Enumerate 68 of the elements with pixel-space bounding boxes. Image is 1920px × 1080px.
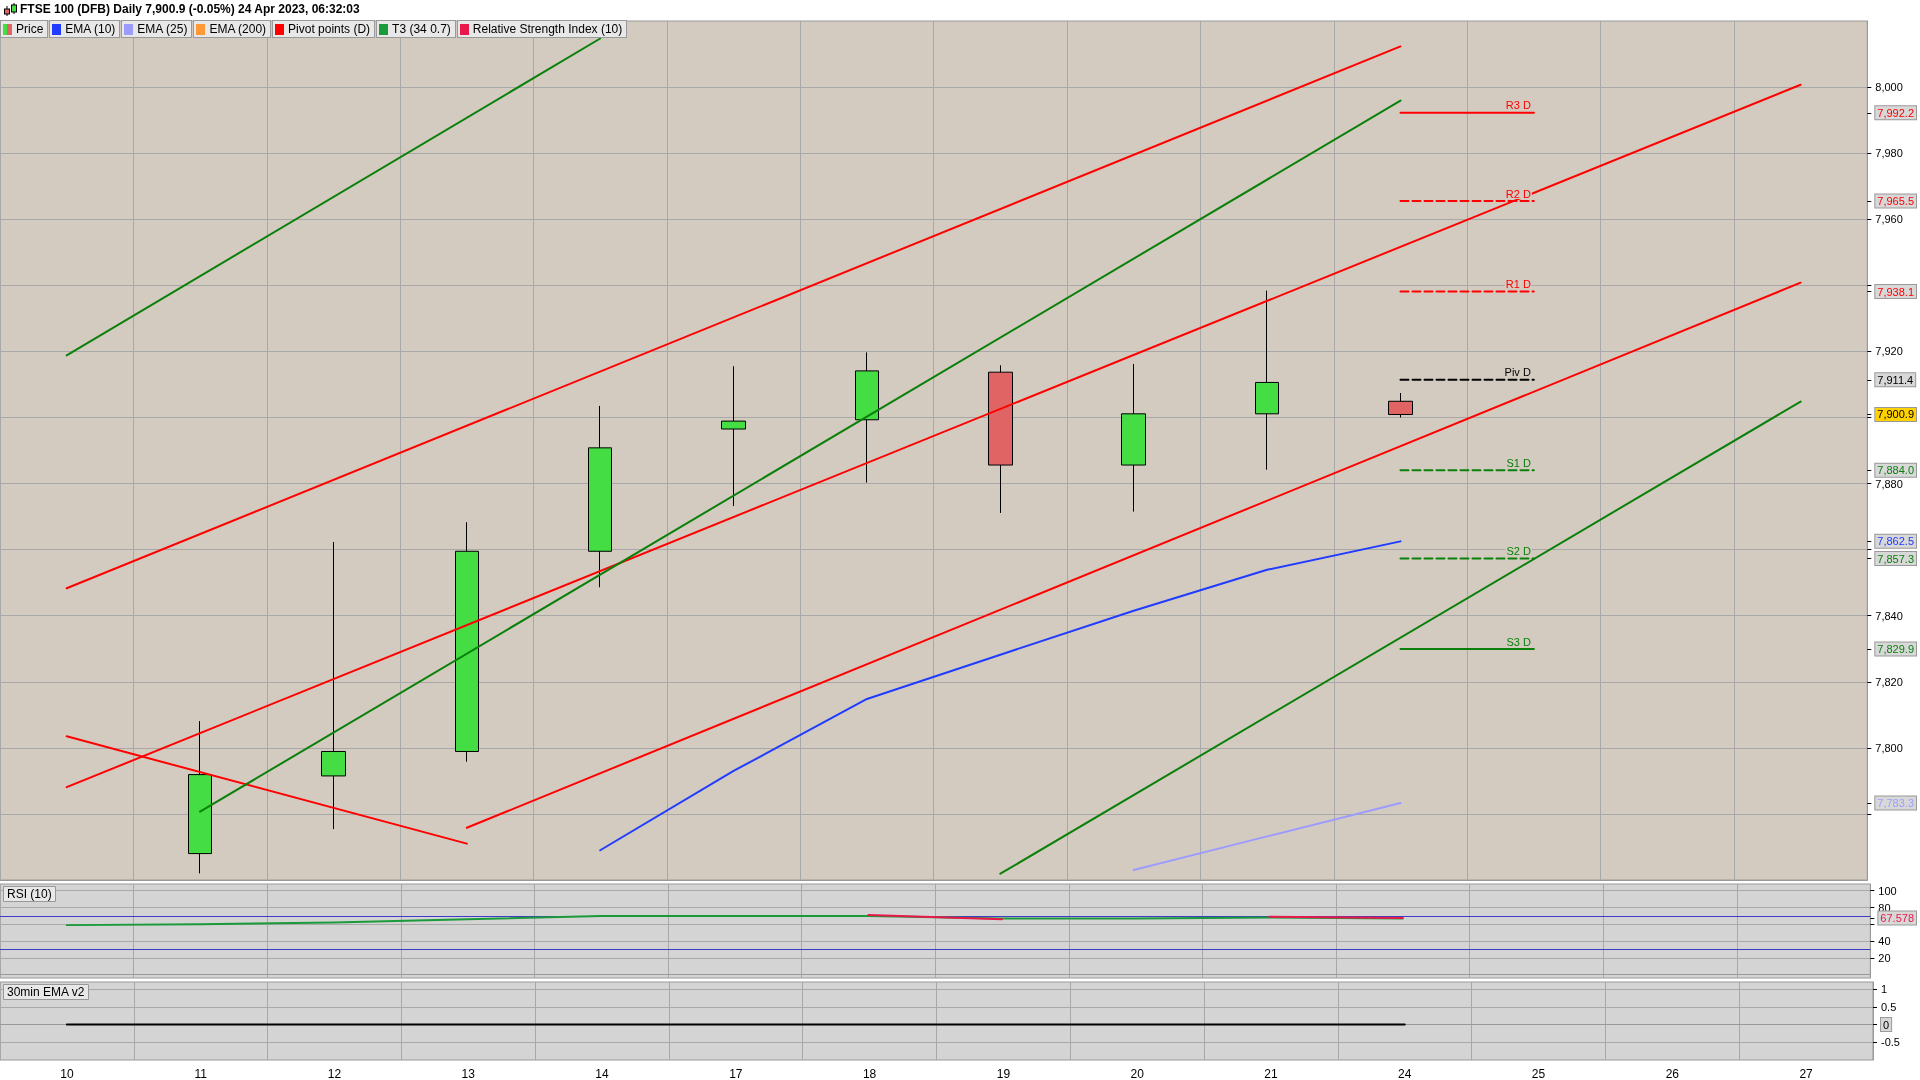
y-tick-label: 7,920 [1875,345,1903,358]
x-tick-label: 27 [1799,1067,1814,1080]
annotation: R2 D [1505,187,1531,200]
x-tick-label: 25 [1531,1067,1546,1080]
y-tick-label: 7,783.3 [1877,797,1914,810]
x-tick-label: 17 [729,1067,743,1080]
annotation: R1 D [1505,278,1531,291]
y-tick-label: 7,800 [1875,741,1903,754]
legend-label: EMA (25) [137,22,188,36]
legend-label: EMA (200) [209,22,267,36]
y-tick-label: 7,900.9 [1877,408,1914,421]
y-tick-label: 7,880 [1875,477,1903,490]
y-tick-label: 7,857.3 [1877,552,1914,565]
x-tick-label: 24 [1398,1067,1412,1080]
legend-label: EMA (10) [65,22,116,36]
x-tick-label: 18 [862,1067,877,1080]
x-tick-label: 20 [1130,1067,1145,1080]
candlestick [321,541,346,830]
annotation: R3 D [1505,99,1531,112]
line-series [599,540,1402,852]
y-tick-label: 7,820 [1875,675,1903,688]
y-tick-label: 100 [1878,884,1897,897]
x-tick-label: 10 [60,1067,74,1080]
legend-label: Relative Strength Index (10) [472,22,623,36]
annotation: Piv D [1504,366,1531,379]
chart-title: 30min EMA v2 [7,985,85,999]
candlestick [588,405,612,588]
legend-label: T3 (34 0.7) [392,22,451,36]
y-tick-label: 7,840 [1875,609,1903,622]
y-tick-label: 7,980 [1875,147,1903,160]
annotation: S1 D [1506,456,1531,469]
chart-title: RSI (10) [7,887,52,901]
y-tick-label: 0.5 [1881,1000,1897,1013]
chart-title: FTSE 100 (DFB) Daily 7,900.9 (-0.05%) 24 Apr 2023, 06:32:03 [20,2,361,16]
y-tick-label: 7,965.5 [1877,195,1914,208]
x-tick-label: 19 [996,1067,1011,1080]
y-tick-label: 7,829.9 [1877,643,1914,656]
y-tick-label: 67.578 [1880,911,1915,924]
x-tick-label: 12 [327,1067,342,1080]
annotation: S2 D [1506,545,1531,558]
y-tick-label: 7,938.1 [1877,285,1914,298]
candlestick [988,364,1013,514]
y-tick-label: 40 [1878,935,1891,948]
annotation: S3 D [1506,635,1531,648]
legend-label: Price [16,22,44,36]
candlestick [1255,290,1279,471]
candlestick [188,720,212,874]
y-tick-label: 7,862.5 [1877,535,1914,548]
candlestick [1388,392,1413,418]
y-tick-label: 7,992.2 [1877,106,1914,119]
y-tick-label: -0.5 [1881,1036,1900,1049]
y-tick-label: 0 [1883,1018,1890,1031]
y-tick-label: 7,884.0 [1877,464,1914,477]
legend-label: Pivot points (D) [288,22,371,36]
x-tick-label: 21 [1264,1067,1278,1080]
candlestick [855,351,879,484]
x-tick-label: 26 [1665,1067,1680,1080]
y-tick-label: 7,960 [1875,213,1903,226]
candlestick [1121,363,1146,513]
y-tick-label: 20 [1878,951,1891,964]
candlestick [721,365,746,507]
candlestick [455,521,479,763]
y-tick-label: 1 [1881,983,1888,996]
x-tick-label: 14 [595,1067,610,1080]
y-tick-label: 8,000 [1875,81,1903,94]
x-tick-label: 13 [461,1067,476,1080]
y-tick-label: 7,911.4 [1877,373,1914,386]
x-tick-label: 11 [194,1067,208,1080]
